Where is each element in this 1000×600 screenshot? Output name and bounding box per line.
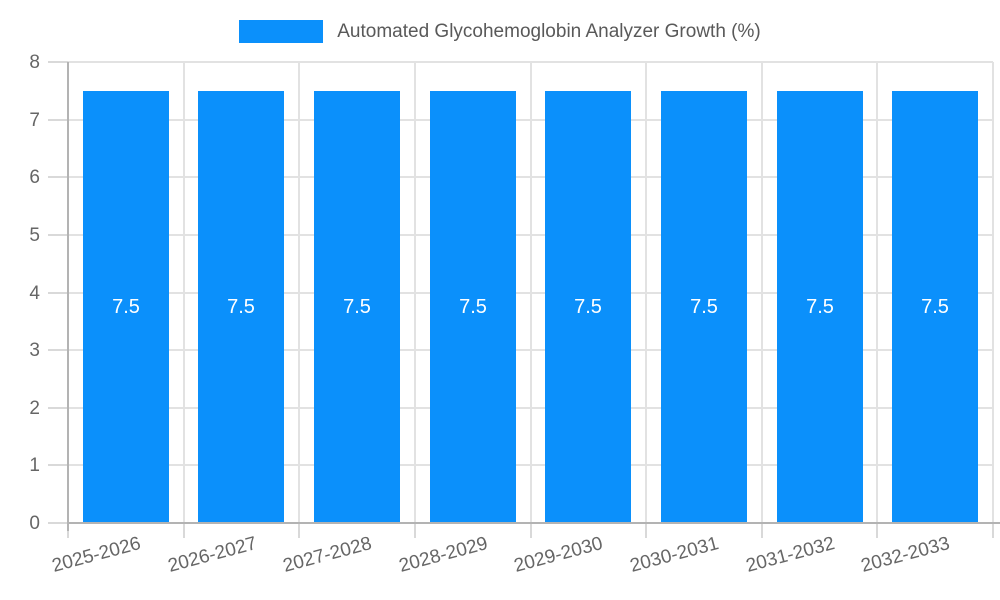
x-gridline [645, 62, 648, 523]
bar[interactable] [545, 90, 631, 523]
legend[interactable]: Automated Glycohemoglobin Analyzer Growt… [0, 20, 1000, 43]
y-tick-mark [48, 406, 68, 409]
y-tick-mark [48, 464, 68, 467]
x-tick-label: 2029-2030 [512, 533, 606, 577]
y-axis-line [67, 62, 69, 531]
bar[interactable] [661, 90, 747, 523]
bar[interactable] [314, 90, 400, 523]
y-tick-mark [48, 233, 68, 236]
y-tick-label: 5 [29, 224, 40, 246]
y-tick-label: 0 [29, 513, 40, 534]
y-tick-label: 6 [29, 167, 40, 189]
y-tick-label: 8 [29, 52, 40, 73]
x-tick-label: 2031-2032 [743, 533, 837, 577]
x-tick-label: 2032-2033 [859, 533, 953, 577]
bar-value-label: 7.5 [921, 296, 949, 318]
y-tick-mark [48, 349, 68, 352]
x-tick-mark [182, 523, 185, 538]
x-tick-mark [529, 523, 532, 538]
x-gridline [182, 62, 185, 523]
bar-value-label: 7.5 [806, 296, 834, 318]
x-tick-mark [298, 523, 301, 538]
y-tick-mark [48, 522, 68, 524]
y-tick-mark [48, 291, 68, 294]
y-tick-label: 3 [29, 340, 40, 362]
bar[interactable] [198, 90, 284, 523]
bar[interactable] [83, 90, 169, 523]
y-tick-mark [48, 118, 68, 121]
y-tick-mark [48, 61, 68, 63]
x-gridline [760, 62, 763, 523]
x-tick-mark [645, 523, 648, 538]
x-axis-line [68, 522, 1000, 524]
chart-title: Automated Glycohemoglobin Analyzer Growt… [337, 20, 761, 42]
x-tick-label: 2030-2031 [627, 533, 722, 577]
x-gridline [876, 62, 879, 523]
x-tick-mark [876, 523, 879, 538]
x-tick-mark [992, 523, 994, 538]
y-tick-mark [48, 176, 68, 179]
x-tick-mark [413, 523, 416, 538]
bar-value-label: 7.5 [227, 296, 255, 318]
bar-value-label: 7.5 [690, 296, 718, 318]
bar-value-label: 7.5 [112, 296, 140, 318]
bar-value-label: 7.5 [574, 296, 602, 318]
y-tick-label: 4 [29, 282, 40, 304]
bar-value-label: 7.5 [343, 296, 371, 318]
x-tick-label: 2028-2029 [396, 533, 490, 577]
x-gridline [298, 62, 301, 523]
x-tick-label: 2027-2028 [281, 533, 375, 577]
x-gridline [529, 62, 532, 523]
bar[interactable] [430, 90, 516, 523]
bar[interactable] [892, 90, 978, 523]
y-tick-label: 1 [29, 455, 40, 477]
x-gridline [992, 62, 994, 523]
x-tick-label: 2025-2026 [49, 533, 143, 577]
y-tick-label: 2 [29, 397, 40, 419]
x-tick-label: 2026-2027 [165, 533, 259, 577]
bar-value-label: 7.5 [459, 296, 487, 318]
x-gridline [413, 62, 416, 523]
legend-swatch[interactable] [239, 20, 324, 43]
x-tick-mark [760, 523, 763, 538]
y-tick-label: 7 [29, 109, 40, 131]
bar[interactable] [777, 90, 863, 523]
